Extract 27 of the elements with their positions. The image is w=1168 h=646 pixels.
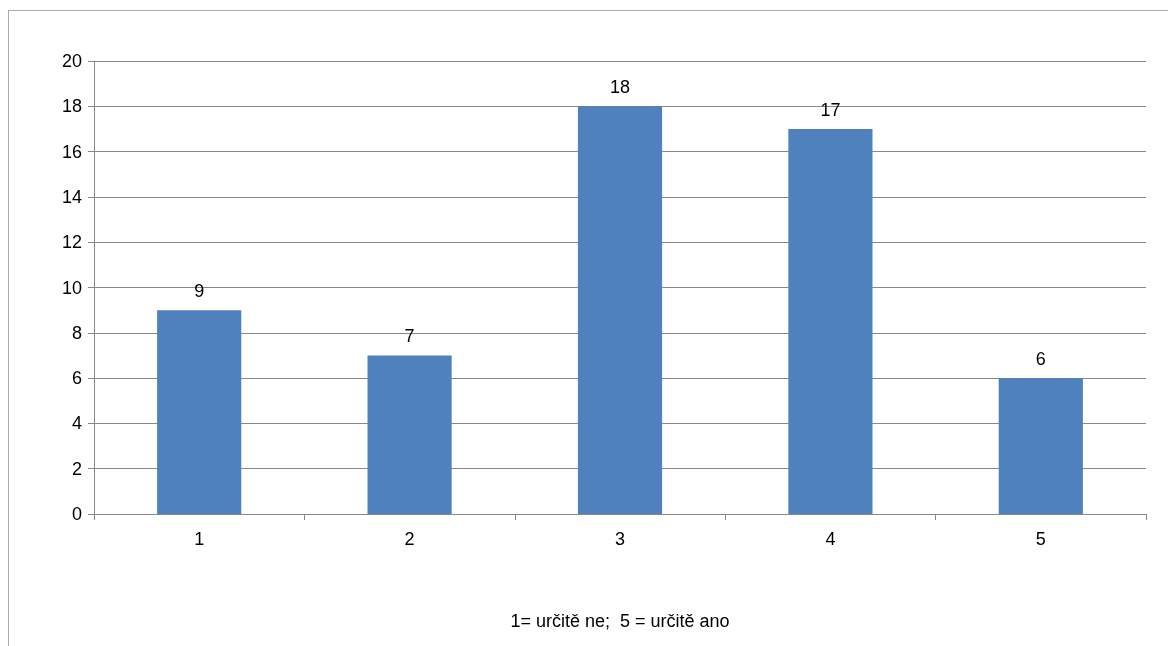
y-tick-label: 4 [71, 413, 82, 434]
y-tick-label: 18 [61, 96, 82, 117]
data-label: 7 [404, 326, 415, 347]
x-tick-label: 5 [1035, 529, 1046, 549]
data-label: 6 [1035, 349, 1046, 370]
y-tick-label: 12 [61, 232, 82, 253]
bar [998, 378, 1083, 514]
y-tick-label: 20 [61, 51, 82, 71]
data-label: 18 [609, 77, 631, 98]
data-label: 17 [820, 99, 841, 120]
y-tick-label: 16 [61, 141, 82, 162]
y-tick-label: 6 [71, 368, 82, 389]
bar [367, 355, 452, 514]
x-axis-title: 1= určitě ne; 5 = určitě ano [510, 611, 730, 631]
y-tick-label: 0 [71, 504, 82, 524]
bar [788, 128, 873, 514]
bar [577, 106, 663, 514]
y-tick-label: 2 [71, 458, 82, 479]
y-tick-label: 14 [61, 186, 82, 207]
x-tick-label: 3 [614, 529, 626, 549]
data-label: 9 [194, 281, 205, 302]
bar [157, 310, 242, 514]
y-tick-label: 10 [61, 277, 82, 298]
x-tick-label: 2 [404, 529, 415, 549]
y-tick-label: 8 [71, 322, 82, 343]
x-tick-label: 1 [194, 529, 205, 549]
x-tick-label: 4 [825, 529, 836, 549]
